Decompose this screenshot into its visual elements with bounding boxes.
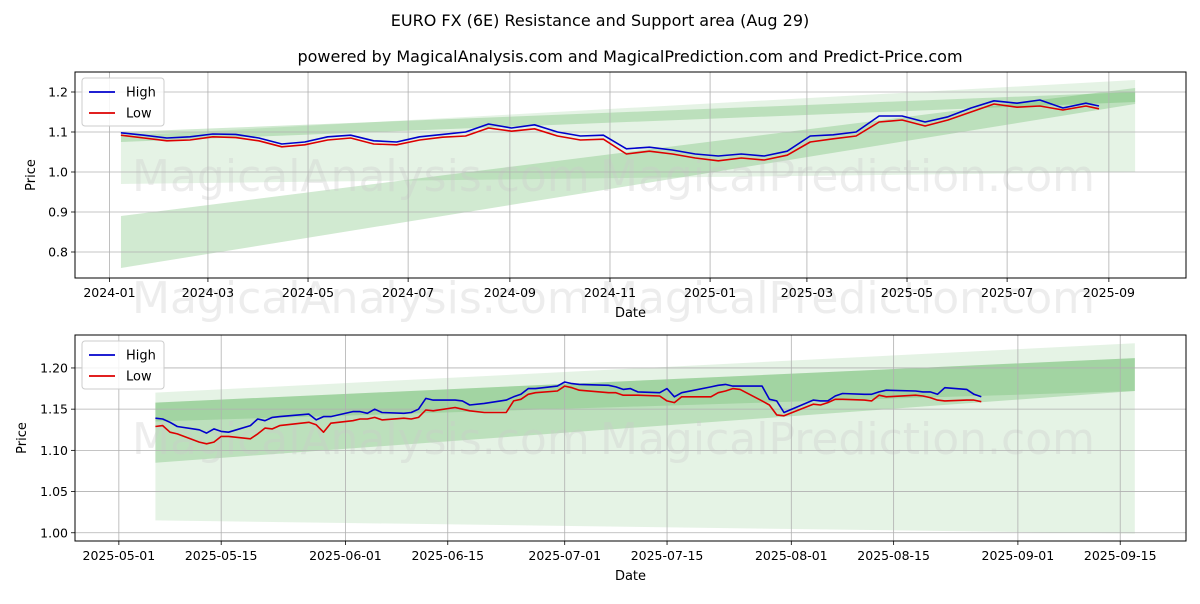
x-tick-label: 2025-05-01 <box>83 548 156 563</box>
legend: High Low <box>81 340 165 390</box>
legend-box <box>81 77 165 127</box>
forecast-band-2 <box>120 92 1136 142</box>
x-tick-label: 2025-06-01 <box>309 548 382 563</box>
forecast-band-2 <box>155 358 1135 422</box>
top-chart: MagicalAnalysis.com MagicalPrediction.com… <box>24 71 1187 324</box>
watermark-text: MagicalPrediction.com <box>600 151 1095 202</box>
x-tick-label: 2025-08-15 <box>857 548 930 563</box>
watermark-text: MagicalAnalysis.com <box>132 151 590 202</box>
x-tick-label: 2025-06-15 <box>411 548 484 563</box>
y-tick-label: 1.15 <box>40 402 68 417</box>
series-line-high <box>155 381 982 434</box>
legend-label-low: Low <box>126 107 152 122</box>
x-tick-label: 2024-09 <box>484 285 536 300</box>
x-tick-label: 2025-07-15 <box>631 548 704 563</box>
legend-label-high: High <box>126 349 156 364</box>
x-tick-label: 2024-07 <box>382 285 434 300</box>
y-tick-label: 1.10 <box>40 443 68 458</box>
y-tick-label: 1.20 <box>40 360 68 375</box>
y-axis-label: Price <box>24 159 39 191</box>
y-tick-label: 1.1 <box>48 125 68 140</box>
legend-label-high: High <box>126 86 156 101</box>
x-tick-label: 2025-03 <box>781 285 833 300</box>
x-tick-label: 2025-07-01 <box>528 548 601 563</box>
y-tick-label: 1.2 <box>48 85 68 100</box>
watermark-text: MagicalAnalysis.com <box>132 414 590 465</box>
x-tick-label: 2025-09-01 <box>982 548 1055 563</box>
legend: High Low <box>81 77 165 127</box>
y-tick-label: 0.9 <box>48 205 68 220</box>
y-tick-label: 1.00 <box>40 525 68 540</box>
forecast-band-1 <box>120 88 1136 268</box>
chart-title: EURO FX (6E) Resistance and Support area… <box>391 11 810 30</box>
x-tick-label: 2024-01 <box>83 285 135 300</box>
plot-frame <box>74 71 1187 279</box>
watermark-text: MagicalPrediction.com <box>600 414 1095 465</box>
x-tick-label: 2025-09 <box>1083 285 1135 300</box>
x-tick-label: 2025-01 <box>684 285 736 300</box>
legend-label-low: Low <box>126 370 152 385</box>
x-tick-label: 2025-05-15 <box>185 548 258 563</box>
chart-subtitle: powered by MagicalAnalysis.com and Magic… <box>297 47 962 66</box>
x-tick-label: 2025-08-01 <box>755 548 828 563</box>
x-tick-label: 2024-11 <box>584 285 636 300</box>
y-axis-label: Price <box>15 422 30 454</box>
x-axis-label: Date <box>615 306 646 321</box>
y-tick-label: 0.8 <box>48 245 68 260</box>
y-tick-label: 1.0 <box>48 165 68 180</box>
series-line-low <box>120 103 1100 162</box>
x-tick-label: 2024-05 <box>282 285 334 300</box>
forecast-band-1 <box>155 358 1135 463</box>
bottom-chart: MagicalAnalysis.com MagicalPrediction.com… <box>15 334 1187 584</box>
legend-box <box>81 340 165 390</box>
series-line-low <box>155 385 982 445</box>
x-tick-label: 2025-07 <box>981 285 1033 300</box>
plots-group: MagicalAnalysis.com MagicalPrediction.com… <box>15 71 1187 584</box>
x-axis-label: Date <box>615 569 646 584</box>
y-tick-label: 1.05 <box>40 484 68 499</box>
series-line-high <box>120 99 1100 157</box>
x-tick-label: 2025-09-15 <box>1084 548 1157 563</box>
x-tick-label: 2025-05 <box>881 285 933 300</box>
watermark-text: MagicalPrediction.com <box>600 273 1095 324</box>
x-tick-label: 2024-03 <box>182 285 234 300</box>
plot-frame <box>74 334 1187 542</box>
